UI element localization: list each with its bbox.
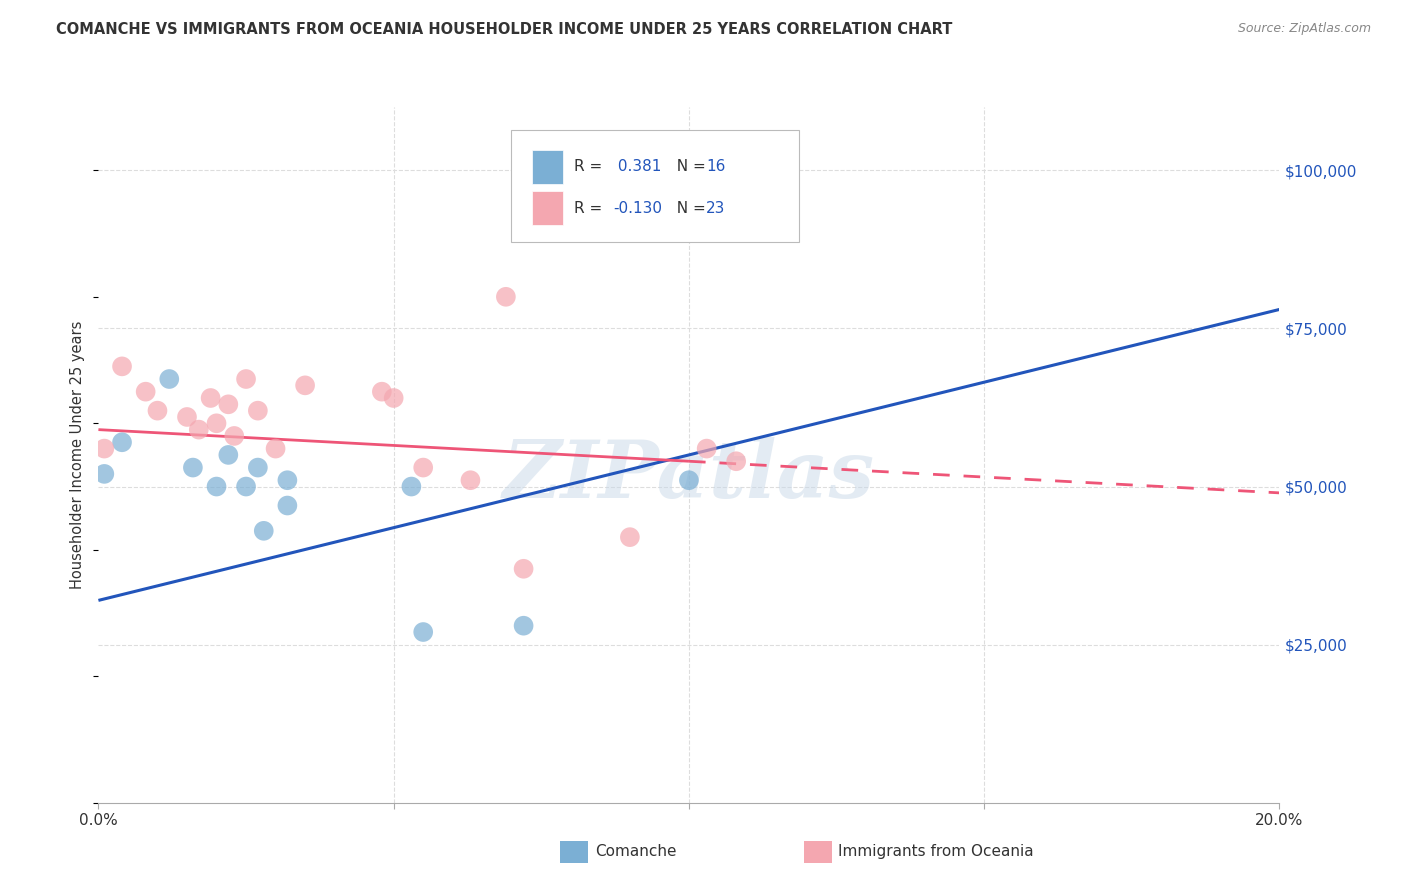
Point xyxy=(111,435,134,450)
Point xyxy=(135,384,157,399)
Point xyxy=(217,397,239,411)
Point xyxy=(619,530,641,544)
Point xyxy=(678,473,700,487)
Point xyxy=(200,391,222,405)
Point xyxy=(187,423,209,437)
Text: R =: R = xyxy=(574,201,607,216)
Text: Immigrants from Oceania: Immigrants from Oceania xyxy=(838,845,1033,859)
Y-axis label: Householder Income Under 25 years: Householder Income Under 25 years xyxy=(70,321,86,589)
Point xyxy=(264,442,287,456)
Point xyxy=(512,618,534,632)
Point xyxy=(495,290,517,304)
Point xyxy=(401,479,423,493)
Point xyxy=(111,359,134,374)
Text: COMANCHE VS IMMIGRANTS FROM OCEANIA HOUSEHOLDER INCOME UNDER 25 YEARS CORRELATIO: COMANCHE VS IMMIGRANTS FROM OCEANIA HOUS… xyxy=(56,22,953,37)
Point xyxy=(146,403,169,417)
Point xyxy=(253,524,276,538)
Point xyxy=(235,479,257,493)
Text: Source: ZipAtlas.com: Source: ZipAtlas.com xyxy=(1237,22,1371,36)
Text: N =: N = xyxy=(666,201,710,216)
Point xyxy=(294,378,316,392)
Point xyxy=(512,562,534,576)
Text: Comanche: Comanche xyxy=(595,845,676,859)
Point xyxy=(205,417,228,431)
Point xyxy=(648,214,671,228)
Point xyxy=(176,409,198,424)
Text: N =: N = xyxy=(666,160,710,175)
Point xyxy=(412,460,434,475)
Point xyxy=(246,403,269,417)
Point xyxy=(205,479,228,493)
Text: -0.130: -0.130 xyxy=(613,201,662,216)
Point xyxy=(371,384,394,399)
Text: ZIPatlas: ZIPatlas xyxy=(503,437,875,515)
Point xyxy=(696,442,718,456)
Point xyxy=(235,372,257,386)
Point xyxy=(276,499,298,513)
Point xyxy=(93,442,115,456)
Point xyxy=(217,448,239,462)
Text: 0.381: 0.381 xyxy=(613,160,662,175)
Point xyxy=(412,625,434,640)
Point xyxy=(246,460,269,475)
Point xyxy=(93,467,115,481)
Point xyxy=(276,473,298,487)
Text: 23: 23 xyxy=(706,201,725,216)
Text: 16: 16 xyxy=(706,160,725,175)
Text: R =: R = xyxy=(574,160,607,175)
Point xyxy=(460,473,482,487)
Point xyxy=(224,429,246,443)
Point xyxy=(382,391,405,405)
Point xyxy=(181,460,204,475)
Point xyxy=(725,454,748,468)
Point xyxy=(157,372,180,386)
